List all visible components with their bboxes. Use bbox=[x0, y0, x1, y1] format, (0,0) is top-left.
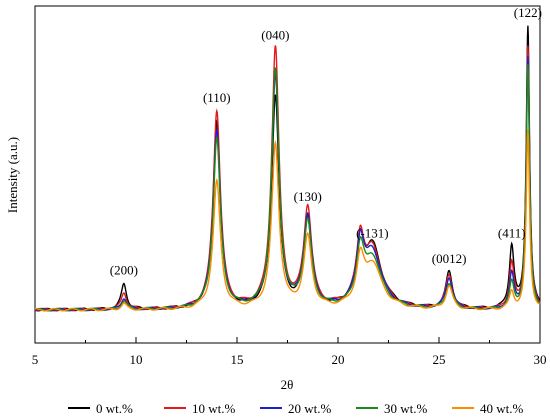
peak-labels: (200) (110) (040) (130) (-131) (0012) (411) (12… bbox=[110, 5, 542, 278]
peak-label: (122) bbox=[514, 5, 542, 20]
plot-frame bbox=[34, 5, 541, 344]
y-axis-label: Intensity (a.u.) bbox=[5, 137, 20, 213]
legend-label: 20 wt.% bbox=[288, 401, 332, 416]
x-tick-label: 30 bbox=[534, 352, 547, 367]
legend-label: 40 wt.% bbox=[480, 401, 524, 416]
series-layer bbox=[34, 25, 541, 312]
x-axis-label: 2θ bbox=[281, 377, 294, 392]
peak-label: (200) bbox=[110, 263, 138, 278]
series-line-40-wt- bbox=[35, 130, 541, 312]
x-tick-label: 10 bbox=[130, 352, 143, 367]
x-tick-label: 15 bbox=[231, 352, 244, 367]
peak-label: (130) bbox=[294, 189, 322, 204]
peak-label: (110) bbox=[203, 90, 231, 105]
peak-label: (-131) bbox=[356, 226, 389, 241]
x-tick-label: 25 bbox=[433, 352, 446, 367]
legend: 0 wt.% 10 wt.% 20 wt.% 30 wt.% 40 wt.% bbox=[68, 401, 524, 416]
x-axis: 5 10 15 20 25 30 bbox=[32, 337, 547, 367]
peak-label: (411) bbox=[498, 226, 526, 241]
peak-label: (040) bbox=[261, 28, 289, 43]
x-tick-label: 5 bbox=[32, 352, 39, 367]
peak-label: (0012) bbox=[432, 251, 467, 266]
legend-label: 0 wt.% bbox=[96, 401, 133, 416]
x-tick-label: 20 bbox=[332, 352, 345, 367]
legend-label: 30 wt.% bbox=[384, 401, 428, 416]
series-line-30-wt- bbox=[34, 64, 541, 312]
legend-label: 10 wt.% bbox=[192, 401, 236, 416]
